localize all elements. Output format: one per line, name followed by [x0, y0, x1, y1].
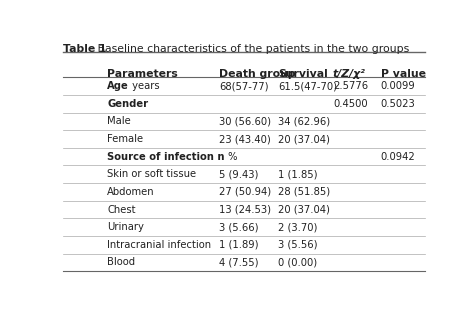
Text: 20 (37.04): 20 (37.04) [278, 204, 330, 215]
Text: Female: Female [107, 134, 143, 144]
Text: 4 (7.55): 4 (7.55) [219, 258, 258, 267]
Text: 30 (56.60): 30 (56.60) [219, 116, 271, 127]
Text: 0 (0.00): 0 (0.00) [278, 258, 317, 267]
Text: 23 (43.40): 23 (43.40) [219, 134, 271, 144]
Text: Death group: Death group [219, 69, 296, 79]
Text: 1 (1.85): 1 (1.85) [278, 169, 317, 179]
Text: %: % [225, 152, 237, 162]
Text: t/Z/χ²: t/Z/χ² [333, 69, 366, 79]
Text: 61.5(47-70): 61.5(47-70) [278, 81, 337, 91]
Text: years: years [129, 81, 159, 91]
Text: 5 (9.43): 5 (9.43) [219, 169, 258, 179]
Text: 2.5776: 2.5776 [333, 81, 368, 91]
Text: 20 (37.04): 20 (37.04) [278, 134, 330, 144]
Text: 0.0099: 0.0099 [381, 81, 415, 91]
Text: 3 (5.66): 3 (5.66) [219, 222, 258, 232]
Text: 1 (1.89): 1 (1.89) [219, 240, 258, 250]
Text: 28 (51.85): 28 (51.85) [278, 187, 330, 197]
Text: 0.0942: 0.0942 [381, 152, 415, 162]
Text: 34 (62.96): 34 (62.96) [278, 116, 330, 127]
Text: 68(57-77): 68(57-77) [219, 81, 269, 91]
Text: Abdomen: Abdomen [107, 187, 155, 197]
Text: Source of infection n: Source of infection n [107, 152, 225, 162]
Text: Male: Male [107, 116, 131, 127]
Text: Survival: Survival [278, 69, 328, 79]
Text: 0.4500: 0.4500 [333, 99, 367, 109]
Text: P value: P value [381, 69, 426, 79]
Text: Urinary: Urinary [107, 222, 144, 232]
Text: 13 (24.53): 13 (24.53) [219, 204, 271, 215]
Text: Age: Age [107, 81, 129, 91]
Text: 27 (50.94): 27 (50.94) [219, 187, 271, 197]
Text: Skin or soft tissue: Skin or soft tissue [107, 169, 196, 179]
Text: 0.5023: 0.5023 [381, 99, 415, 109]
Text: Blood: Blood [107, 258, 135, 267]
Text: Table 1: Table 1 [63, 44, 107, 54]
Text: Baseline characteristics of the patients in the two groups: Baseline characteristics of the patients… [94, 44, 410, 54]
Text: Intracranial infection: Intracranial infection [107, 240, 211, 250]
Text: 3 (5.56): 3 (5.56) [278, 240, 317, 250]
Text: Parameters: Parameters [107, 69, 178, 79]
Text: 2 (3.70): 2 (3.70) [278, 222, 317, 232]
Text: Chest: Chest [107, 204, 136, 215]
Text: Gender: Gender [107, 99, 148, 109]
